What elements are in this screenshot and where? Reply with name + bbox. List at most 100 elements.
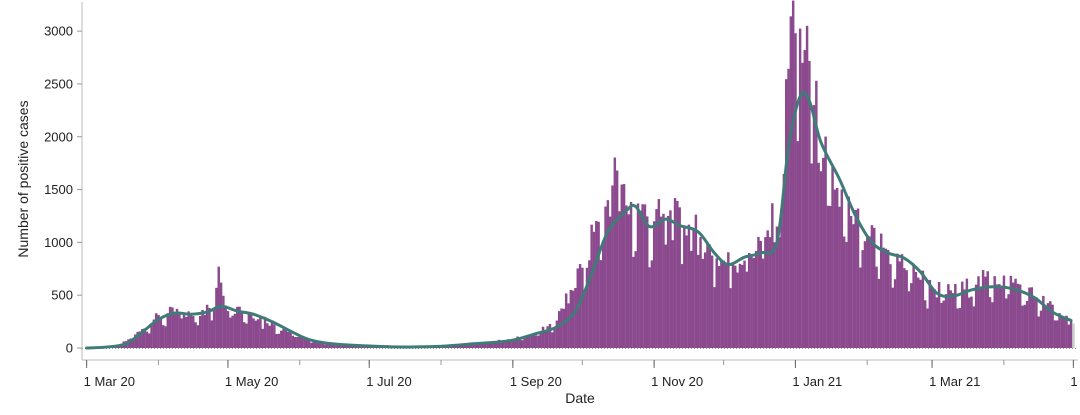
bar <box>787 68 790 349</box>
bar <box>467 343 471 348</box>
y-tick-label: 0 <box>66 341 73 356</box>
bar <box>136 331 139 348</box>
bar <box>532 334 535 348</box>
bar <box>270 322 274 348</box>
bar <box>558 311 561 348</box>
bar <box>534 335 538 348</box>
bar <box>286 331 290 348</box>
bar <box>194 322 197 348</box>
bar <box>331 343 334 348</box>
bar <box>824 136 827 348</box>
bar <box>784 79 788 349</box>
bar <box>636 203 640 348</box>
bar <box>727 252 730 348</box>
bar <box>1044 306 1047 348</box>
bar <box>1039 310 1043 348</box>
bar <box>476 342 480 348</box>
bar <box>750 256 753 348</box>
bar <box>747 252 751 348</box>
bar <box>798 28 802 349</box>
bar <box>629 201 633 348</box>
bar <box>520 340 524 348</box>
bar <box>646 216 649 348</box>
bar <box>247 313 251 348</box>
bar <box>145 331 149 348</box>
bar <box>349 345 352 348</box>
bar <box>168 306 172 348</box>
bar <box>662 213 665 348</box>
bar <box>842 236 846 348</box>
bar <box>210 320 214 348</box>
bar <box>196 325 200 348</box>
bar <box>518 339 522 348</box>
y-axis: 0 500 1000 1500 2000 2500 3000 <box>44 2 83 360</box>
bar <box>766 230 769 348</box>
bar <box>715 258 718 348</box>
bar <box>1035 297 1038 348</box>
bar <box>627 214 630 348</box>
x-axis: 1 Mar 20 1 May 20 1 Jul 20 1 Sep 20 1 Nov 20… <box>82 348 1080 389</box>
bar <box>597 221 600 348</box>
bar <box>553 329 556 348</box>
bar <box>486 343 489 348</box>
bar <box>944 294 948 348</box>
bar <box>1053 320 1057 348</box>
bar <box>835 187 839 348</box>
bar <box>472 344 475 348</box>
bar <box>873 227 876 348</box>
x-tick-label: 1 Mar 20 <box>84 374 135 389</box>
bar <box>632 256 635 348</box>
bar <box>919 279 922 348</box>
bar <box>611 185 614 348</box>
bar <box>859 267 862 348</box>
bar <box>683 226 686 348</box>
bar <box>722 260 725 348</box>
bar <box>690 250 693 348</box>
bar <box>923 300 927 348</box>
bar <box>527 336 531 348</box>
bar <box>796 141 800 348</box>
bar <box>282 328 285 348</box>
bar <box>1060 316 1064 348</box>
bar <box>817 162 820 348</box>
bar <box>808 60 811 349</box>
bar <box>198 315 202 348</box>
bar <box>215 287 218 348</box>
bar <box>224 305 227 348</box>
bar <box>956 308 959 348</box>
bar <box>819 171 823 348</box>
bar <box>845 241 848 348</box>
bar <box>870 225 874 348</box>
bar <box>333 343 336 348</box>
bar <box>761 258 765 348</box>
bar <box>456 345 459 348</box>
bar <box>507 339 510 348</box>
bar <box>511 340 515 348</box>
bar <box>618 211 621 348</box>
y-axis-title-group: Number of positive cases <box>15 100 31 257</box>
bar <box>914 271 918 348</box>
bar <box>940 302 943 348</box>
bar <box>1037 316 1040 348</box>
bar <box>497 339 501 348</box>
bar <box>970 296 973 348</box>
bar <box>641 204 644 348</box>
bar <box>673 198 677 348</box>
bar <box>694 214 698 348</box>
bar <box>958 307 962 348</box>
bar <box>875 266 878 348</box>
bar <box>254 320 258 348</box>
bar <box>263 316 267 348</box>
bar <box>541 326 545 348</box>
bar <box>664 244 668 348</box>
bar <box>903 268 906 348</box>
bar <box>152 319 156 348</box>
bar <box>905 270 908 348</box>
bar <box>1028 287 1031 348</box>
bar <box>192 316 195 348</box>
bar <box>910 283 913 348</box>
bar <box>847 196 850 348</box>
bar <box>699 237 702 348</box>
bar <box>805 25 809 349</box>
bar <box>504 342 508 348</box>
